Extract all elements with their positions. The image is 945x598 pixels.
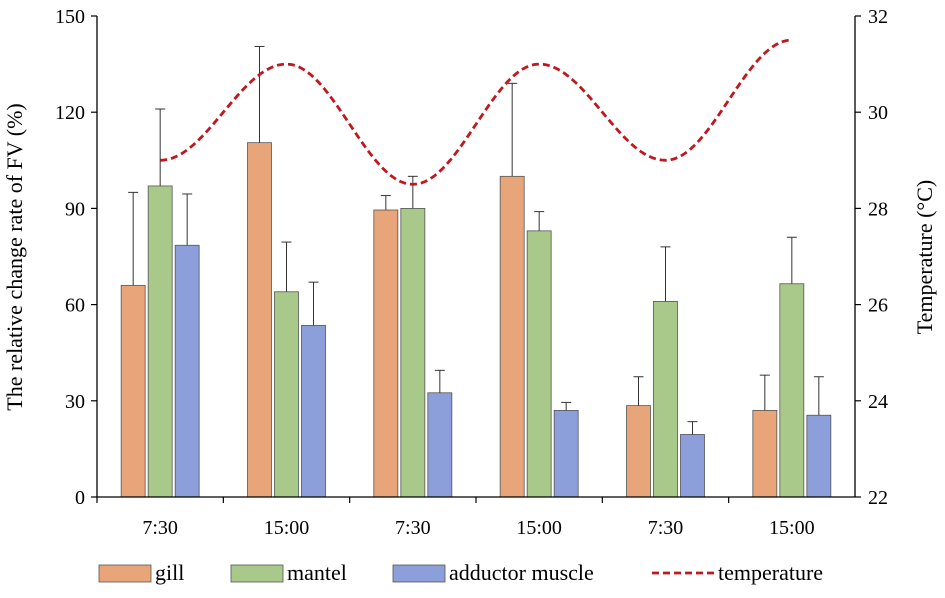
bar-adductor-muscle-0 xyxy=(174,244,200,498)
legend-label-mantel: mantel xyxy=(287,560,347,585)
y-tick-label-5: 150 xyxy=(55,6,85,28)
y2-tick-label-2: 26 xyxy=(868,295,888,317)
legend: gill mantel adductor muscle temperature xyxy=(98,560,823,585)
y-tick-label-3: 90 xyxy=(65,198,85,220)
y2-tick-label-0: 22 xyxy=(868,487,888,509)
y2-tick-label-3: 28 xyxy=(868,198,888,220)
bar-mantel-1 xyxy=(274,291,299,498)
x-tick-label-2: 7:30 xyxy=(395,517,431,539)
y-tick-label-4: 120 xyxy=(55,102,85,124)
right-y-ticks: 22 24 26 28 30 32 xyxy=(855,6,888,509)
y-axis-title: The relative change rate of FV (%) xyxy=(2,103,27,410)
bar-adductor-muscle-2 xyxy=(427,392,453,498)
bar-mantel-4 xyxy=(653,300,678,498)
bar-mantel-0 xyxy=(147,185,173,498)
bar-gill-3 xyxy=(499,175,525,498)
bar-adductor-muscle-4 xyxy=(680,434,705,498)
bars-layer xyxy=(120,142,832,498)
bar-adductor-muscle-5 xyxy=(806,414,832,498)
bar-mantel-5 xyxy=(779,283,805,498)
y-tick-label-0: 0 xyxy=(75,487,85,509)
bar-gill-2 xyxy=(373,209,399,498)
bar-gill-0 xyxy=(120,284,146,498)
y2-axis-title: Temperature (°C) xyxy=(912,180,937,334)
temperature-line xyxy=(160,38,792,186)
legend-label-temperature: temperature xyxy=(718,560,823,585)
x-tick-label-4: 7:30 xyxy=(648,517,684,539)
y2-tick-label-4: 30 xyxy=(868,102,888,124)
legend-swatch-adductor-muscle xyxy=(392,564,446,583)
bar-mantel-3 xyxy=(526,230,552,498)
bar-adductor-muscle-3 xyxy=(553,410,579,498)
x-tick-label-1: 15:00 xyxy=(264,517,310,539)
bar-gill-4 xyxy=(626,405,651,498)
bar-mantel-2 xyxy=(400,207,426,498)
y-tick-label-2: 60 xyxy=(65,295,85,317)
x-ticks: 7:30 15:00 7:30 15:00 7:30 15:00 xyxy=(96,497,815,539)
bar-gill-5 xyxy=(752,410,778,498)
y2-tick-label-1: 24 xyxy=(868,391,888,413)
x-tick-label-3: 15:00 xyxy=(516,517,562,539)
legend-label-gill: gill xyxy=(155,560,184,585)
legend-swatch-mantel xyxy=(230,564,284,583)
y-tick-label-1: 30 xyxy=(65,391,85,413)
legend-label-adductor-muscle: adductor muscle xyxy=(449,560,594,585)
bar-adductor-muscle-1 xyxy=(301,325,326,498)
x-tick-label-5: 15:00 xyxy=(769,517,815,539)
temperature-line-layer xyxy=(160,38,792,186)
y2-tick-label-5: 32 xyxy=(868,6,888,28)
error-bars-layer xyxy=(128,45,824,435)
legend-swatch-gill xyxy=(98,564,152,583)
bar-gill-1 xyxy=(247,142,272,498)
left-y-ticks: 0 30 60 90 120 150 xyxy=(55,6,97,509)
x-tick-label-0: 7:30 xyxy=(142,517,178,539)
